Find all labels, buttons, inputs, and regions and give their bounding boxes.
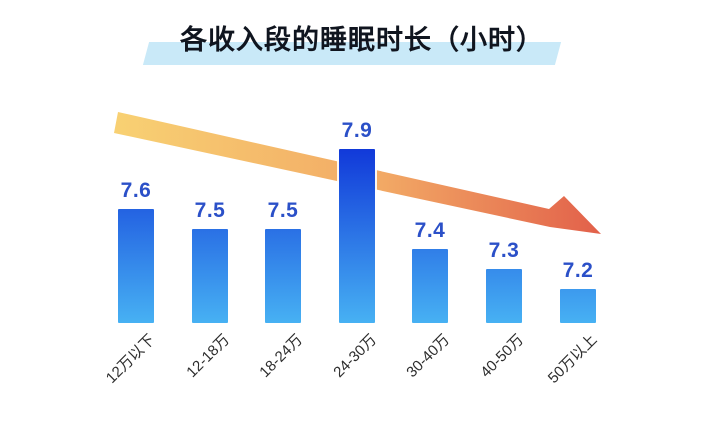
bar-value-label: 7.9 [341, 119, 373, 142]
bar [339, 149, 375, 323]
bar [486, 269, 522, 323]
bar [265, 229, 301, 323]
bar [118, 209, 154, 323]
bar [560, 289, 596, 323]
bar-value-label: 7.3 [488, 239, 520, 262]
bar-value-label: 7.4 [414, 219, 446, 242]
bar [192, 229, 228, 323]
bar-value-label: 7.5 [267, 199, 299, 222]
chart-title: 各收入段的睡眠时长（小时） [180, 25, 544, 55]
bar-value-label: 7.6 [120, 179, 152, 202]
bar [412, 249, 448, 323]
bar-value-label: 7.2 [562, 259, 594, 282]
bar-value-label: 7.5 [194, 199, 226, 222]
